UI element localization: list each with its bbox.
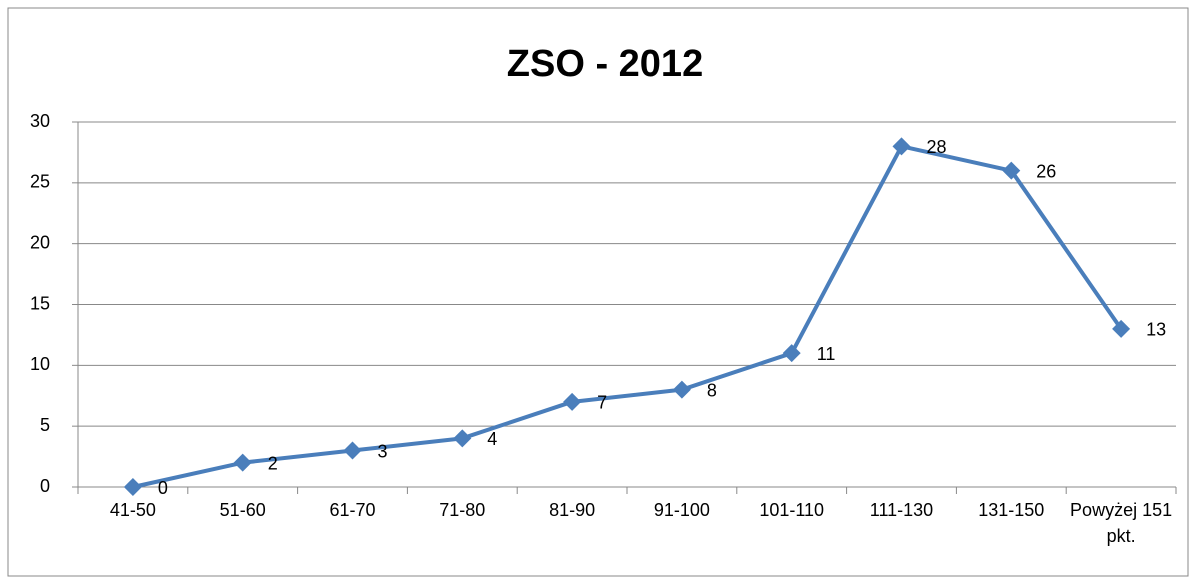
x-tick-label: 51-60: [219, 500, 266, 520]
data-label: 3: [378, 441, 388, 461]
data-point: [782, 344, 801, 363]
y-tick-label: 10: [30, 354, 50, 374]
y-tick-label: 5: [40, 415, 50, 435]
x-tick-label: 101-110: [759, 500, 825, 520]
x-tick-label: 81-90: [549, 500, 596, 520]
data-point: [563, 392, 582, 411]
y-tick-label: 15: [30, 293, 50, 313]
x-tick-label: 131-150: [978, 500, 1045, 520]
data-label: 11: [817, 344, 836, 364]
x-tick-label: 71-80: [439, 500, 486, 520]
data-label: 2: [268, 453, 278, 473]
data-point: [233, 453, 252, 472]
data-point: [123, 478, 142, 496]
data-point: [892, 137, 911, 156]
chart-title: ZSO - 2012: [507, 43, 703, 85]
data-point: [343, 441, 362, 460]
y-tick-label: 20: [30, 232, 50, 252]
chart-border: [7, 7, 1189, 577]
y-tick-label: 0: [40, 476, 50, 496]
x-tick-label: 61-70: [329, 500, 376, 520]
data-point: [1002, 161, 1021, 180]
data-point: [453, 429, 472, 448]
data-point: [672, 380, 691, 399]
x-tick-label: 111-130: [869, 500, 934, 520]
data-label: 7: [597, 393, 607, 413]
data-label: 4: [487, 429, 497, 449]
x-tick-label: 41-50: [109, 500, 156, 520]
data-label: 26: [1036, 161, 1056, 181]
x-tick-label: Powyżej 151 pkt.: [1070, 500, 1173, 546]
data-point: [1112, 319, 1131, 338]
data-label: 0: [158, 478, 168, 498]
y-tick-label: 25: [30, 172, 50, 192]
series-line: [132, 144, 1123, 489]
y-tick-label: 30: [30, 111, 50, 131]
data-label: 28: [927, 137, 947, 157]
data-label: 13: [1146, 320, 1166, 340]
data-label: 8: [707, 380, 717, 400]
x-tick-label: 91-100: [653, 500, 710, 520]
